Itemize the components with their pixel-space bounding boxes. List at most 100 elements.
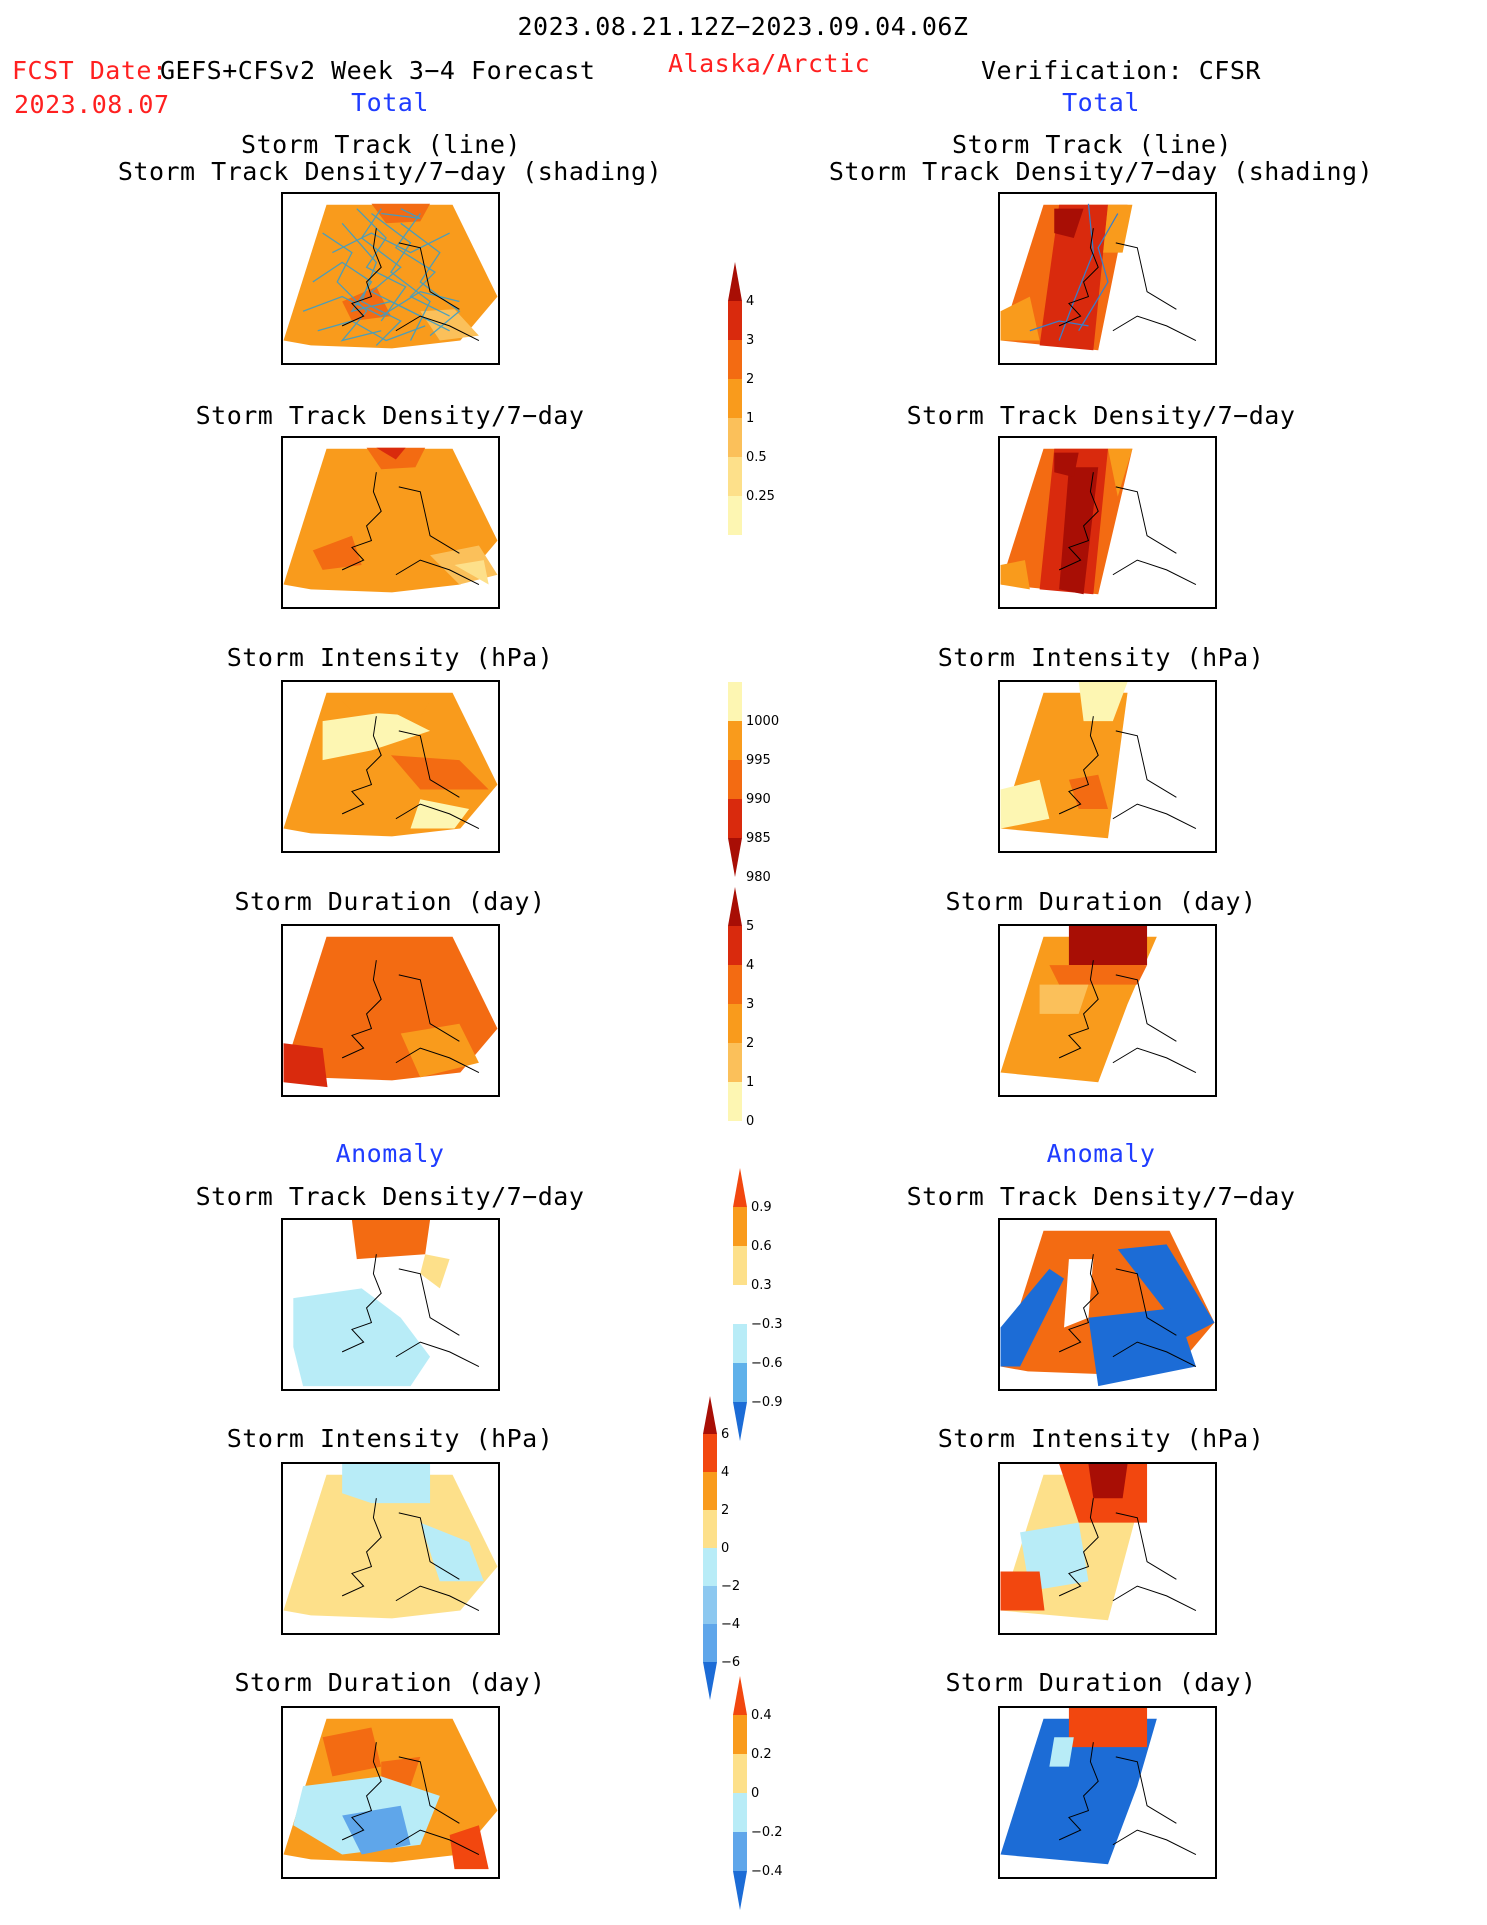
anom_intensity-colorbar-segment [703,1472,717,1510]
intensity-colorbar-tick-label: 995 [746,753,771,768]
anom_duration-colorbar-segment [733,1754,747,1793]
title-anom-duration-left: Storm Duration (day) [234,1668,546,1697]
map-intensity-forecast [281,680,500,853]
duration-colorbar-tick-label: 0 [746,1114,754,1129]
density-colorbar-segment [728,340,742,379]
anom_duration-colorbar-segment [733,1715,747,1754]
anom_density-colorbar-tick-label: −0.3 [751,1317,783,1332]
anom_duration-colorbar-tick-label: 0.2 [751,1747,772,1762]
intensity-colorbar-tick-label: 1000 [746,714,779,729]
date-range-title: 2023.08.21.12Z−2023.09.04.06Z [517,12,969,41]
anom_density-colorbar-segment [733,1363,747,1402]
title-anom-density-left: Storm Track Density/7−day [195,1182,585,1211]
anomaly-label-right: Anomaly [1046,1139,1156,1168]
map-anom-duration-verification [998,1706,1217,1879]
anom_duration-colorbar-segment [733,1676,747,1715]
anom_duration-colorbar-tick-label: −0.2 [751,1825,783,1840]
title-anom-intensity-right: Storm Intensity (hPa) [937,1424,1265,1453]
anom_intensity-colorbar-tick-label: −4 [721,1617,740,1632]
colorbar-density: 4 3 2 1 0.5 0.25 [720,262,800,546]
intensity-colorbar-tick-label: 980 [746,870,771,885]
duration-colorbar-segment [728,965,742,1004]
title-anom-intensity-left: Storm Intensity (hPa) [226,1424,554,1453]
density-colorbar-segment [728,457,742,496]
intensity-colorbar-segment [728,799,742,838]
duration-colorbar-segment [728,1043,742,1082]
density-colorbar-segment [728,379,742,418]
anom_density-colorbar-segment [733,1285,747,1324]
anom_density-colorbar-tick-label: −0.9 [751,1395,783,1410]
density-colorbar-tick-label: 0.25 [746,489,775,504]
map-track-forecast [281,192,500,365]
density-colorbar-tick-label: 0.5 [746,450,767,465]
fcst-date-value: 2023.08.07 [14,90,170,119]
duration-colorbar-segment [728,887,742,926]
duration-colorbar-segment [728,1082,742,1121]
density-colorbar-segment [728,418,742,457]
anom_intensity-colorbar-segment [703,1434,717,1472]
density-colorbar-tick-label: 4 [746,294,754,309]
duration-colorbar-segment [728,926,742,965]
anom_duration-colorbar-tick-label: 0.4 [751,1708,772,1723]
anom_density-colorbar-tick-label: 0.3 [751,1278,772,1293]
title-density-right: Storm Track Density/7−day [906,401,1296,430]
density-colorbar-segment [728,262,742,301]
anom_duration-colorbar-segment [733,1793,747,1832]
map-anom-intensity-verification [998,1462,1217,1635]
colorbar-duration: 5 4 3 2 1 0 [720,887,800,1151]
anom_density-colorbar-tick-label: 0.6 [751,1239,772,1254]
title-duration-left: Storm Duration (day) [234,887,546,916]
anom_intensity-colorbar-segment [703,1624,717,1662]
anom_duration-colorbar-segment [733,1871,747,1910]
duration-colorbar-tick-label: 4 [746,958,754,973]
colorbar-anom-density: 0.9 0.6 0.3 −0.3 −0.6 −0.9 [725,1168,805,1452]
anom_intensity-colorbar-tick-label: 4 [721,1465,729,1480]
map-anom-density-forecast [281,1218,500,1391]
anom_density-colorbar-segment [733,1207,747,1246]
anom_intensity-colorbar-segment [703,1510,717,1548]
map-density-verification [998,436,1217,609]
map-duration-forecast [281,924,500,1097]
title-track-line-right: Storm Track (line) [952,130,1232,159]
title-anom-density-right: Storm Track Density/7−day [906,1182,1296,1211]
total-label-right: Total [1062,88,1140,117]
duration-colorbar-tick-label: 3 [746,997,754,1012]
colorbar-intensity: 1000 995 990 985 980 [720,682,800,886]
title-track-line-left: Storm Track (line) [241,130,521,159]
intensity-colorbar-segment [728,682,742,721]
model-title: GEFS+CFSv2 Week 3−4 Forecast [160,56,596,85]
intensity-colorbar-tick-label: 985 [746,831,771,846]
map-intensity-verification [998,680,1217,853]
map-anom-intensity-forecast [281,1462,500,1635]
anom_intensity-colorbar-tick-label: −6 [721,1655,740,1670]
duration-colorbar-tick-label: 2 [746,1036,754,1051]
anom_duration-colorbar-segment [733,1832,747,1871]
anom_density-colorbar-segment [733,1168,747,1207]
anom_intensity-colorbar-tick-label: −2 [721,1579,740,1594]
verification-title: Verification: CFSR [981,56,1261,85]
map-anom-density-verification [998,1218,1217,1391]
anom_intensity-colorbar-segment [703,1662,717,1700]
anom_duration-colorbar-tick-label: 0 [751,1786,759,1801]
density-colorbar-tick-label: 3 [746,333,754,348]
colorbar-anom-duration: 0.4 0.2 0 −0.2 −0.4 [725,1676,805,1920]
title-density-left: Storm Track Density/7−day [195,401,585,430]
density-colorbar-tick-label: 2 [746,372,754,387]
intensity-colorbar-segment [728,721,742,760]
duration-colorbar-tick-label: 1 [746,1075,754,1090]
fcst-date-label: FCST Date: [12,56,168,85]
density-colorbar-segment [728,496,742,535]
anom_intensity-colorbar-segment [703,1586,717,1624]
anom_density-colorbar-segment [733,1324,747,1363]
title-intensity-right: Storm Intensity (hPa) [937,643,1265,672]
anom_density-colorbar-tick-label: −0.6 [751,1356,783,1371]
anom_intensity-colorbar-tick-label: 2 [721,1503,729,1518]
colorbar-anom-intensity: 6 4 2 0 −2 −4 −6 [695,1396,775,1720]
anom_density-colorbar-segment [733,1402,747,1441]
anom_intensity-colorbar-tick-label: 0 [721,1541,729,1556]
map-track-verification [998,192,1217,365]
region-title: Alaska/Arctic [668,49,871,78]
title-anom-duration-right: Storm Duration (day) [945,1668,1257,1697]
anom_intensity-colorbar-segment [703,1548,717,1586]
title-track-shading-left: Storm Track Density/7−day (shading) [117,157,663,186]
